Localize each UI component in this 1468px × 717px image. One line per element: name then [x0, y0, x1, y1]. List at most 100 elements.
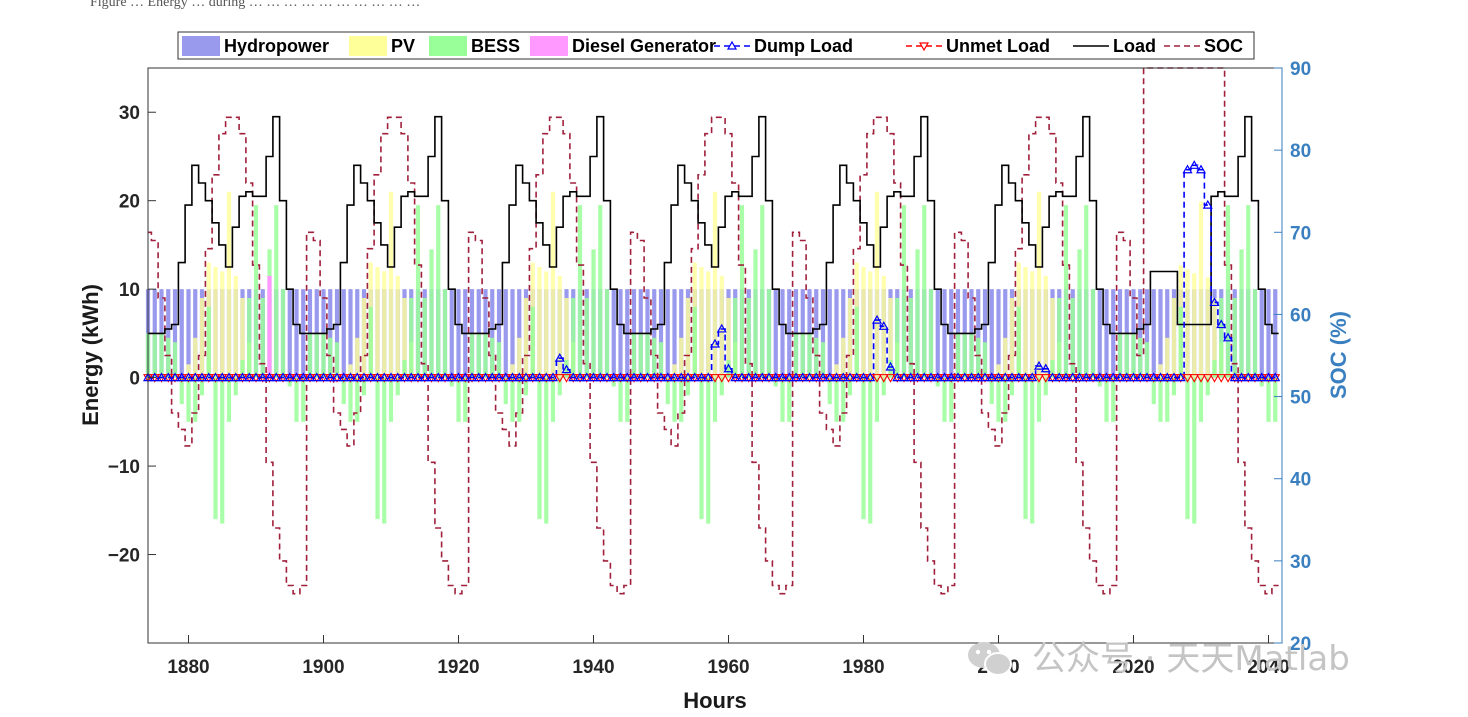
- dump-load-marker: [730, 372, 741, 382]
- hydropower-bar: [456, 289, 461, 378]
- pv-bar: [186, 364, 191, 378]
- dump-load-marker: [743, 372, 754, 382]
- y-right-tick-label: 60: [1290, 305, 1311, 326]
- soc-line: [148, 67, 1279, 595]
- pv-bar: [1009, 298, 1015, 378]
- dump-load-marker: [682, 372, 694, 382]
- unmet-load-marker: [710, 374, 720, 383]
- dump-load-marker: [568, 372, 579, 382]
- hydropower-bar: [1259, 289, 1264, 378]
- bess-bar: [598, 205, 603, 378]
- dump-load-marker: [1047, 372, 1058, 382]
- dump-load-marker: [1013, 372, 1024, 382]
- bess-bar: [1077, 249, 1082, 378]
- bess-bar: [1273, 377, 1278, 422]
- bess-bar: [240, 359, 245, 378]
- hydropower-bar: [665, 289, 670, 378]
- pv-bar: [888, 298, 893, 378]
- pv-bar: [1043, 275, 1048, 378]
- pv-bar: [213, 267, 218, 378]
- dump-load-marker: [797, 372, 808, 382]
- hydropower-bar: [186, 289, 191, 378]
- dump-load-marker: [1087, 372, 1099, 382]
- pv-bar: [726, 298, 731, 378]
- dump-load-marker: [763, 372, 775, 382]
- pv-bar: [712, 191, 718, 378]
- bess-bar: [1151, 377, 1156, 405]
- legend-label: PV: [391, 36, 415, 56]
- y-tick-label: 0: [129, 369, 140, 390]
- bess-bar: [523, 377, 529, 396]
- legend-marker: [918, 42, 930, 52]
- dump-load-marker: [642, 372, 653, 382]
- bess-bar: [537, 377, 542, 520]
- pv-bar: [1198, 201, 1204, 378]
- dump-load-marker: [250, 372, 262, 382]
- dump-load-marker: [689, 372, 700, 382]
- bess-bar: [949, 377, 954, 422]
- dump-load-marker: [480, 372, 491, 382]
- bess-bar: [645, 333, 650, 378]
- hydropower-bar: [834, 289, 839, 378]
- bess-bar: [1084, 205, 1089, 378]
- dump-load-marker: [1040, 363, 1051, 373]
- pv-bar: [557, 275, 562, 378]
- dump-load-marker: [561, 364, 572, 374]
- watermark-text: 公众号 · 天天Matlab: [1032, 639, 1350, 679]
- dump-load-marker: [190, 372, 201, 382]
- legend-label: SOC: [1204, 36, 1243, 56]
- bess-bar: [550, 377, 556, 422]
- pv-bar: [719, 275, 724, 378]
- bess-bar: [793, 333, 799, 378]
- bess-bar: [577, 205, 583, 378]
- y-tick-label: 20: [119, 192, 140, 213]
- dump-load-marker: [973, 372, 984, 382]
- diesel-bar: [267, 275, 272, 378]
- dump-load-marker: [156, 372, 167, 382]
- bess-bar: [503, 377, 508, 405]
- legend-item-hydropower: Hydropower: [182, 36, 329, 56]
- dump-load-marker: [1135, 372, 1146, 382]
- dump-load-marker: [1020, 372, 1031, 382]
- bess-bar: [517, 377, 522, 422]
- hydropower-bar: [449, 289, 454, 378]
- dump-load-marker: [446, 372, 457, 382]
- pv-bar: [402, 298, 407, 378]
- pv-bar: [240, 298, 245, 378]
- dump-load-marker: [844, 372, 856, 382]
- x-tick-label: 1940: [572, 657, 614, 678]
- y-axis-right: 20 30 40 50 60 70 80 90: [1274, 59, 1311, 655]
- bess-bar: [766, 289, 772, 378]
- dump-load-marker: [946, 372, 957, 382]
- pv-bar: [523, 298, 529, 378]
- bess-bar: [955, 333, 961, 378]
- dump-load-markers: [142, 160, 1281, 382]
- bess-bar: [496, 342, 502, 378]
- bess-bar: [1036, 377, 1042, 422]
- bess-bar: [820, 342, 826, 378]
- pv-bar: [1050, 298, 1055, 378]
- bess-bar: [186, 377, 191, 422]
- hydropower-bar: [1165, 289, 1170, 378]
- pv-bar: [996, 364, 1001, 378]
- legend-marker: [726, 40, 738, 50]
- pv-bar: [1171, 298, 1177, 378]
- bess-bar: [922, 205, 927, 378]
- dump-load-marker: [304, 372, 316, 382]
- dump-load-marker: [325, 372, 336, 382]
- dump-load-marker: [784, 372, 795, 382]
- bess-bar: [719, 377, 724, 396]
- bess-bar: [166, 337, 171, 378]
- dump-load-marker: [399, 372, 410, 382]
- dump-load-marker: [412, 372, 424, 382]
- dump-load-marker: [838, 372, 849, 382]
- dump-load-marker: [210, 372, 221, 382]
- dump-load-marker: [318, 372, 329, 382]
- hydropower-bar: [287, 289, 292, 378]
- bess-bar: [328, 337, 333, 378]
- dump-load-marker: [588, 372, 599, 382]
- dump-load-marker: [217, 372, 228, 382]
- dump-load-marker: [149, 372, 160, 382]
- dump-load-marker: [662, 372, 673, 382]
- bess-bars: [145, 205, 1278, 524]
